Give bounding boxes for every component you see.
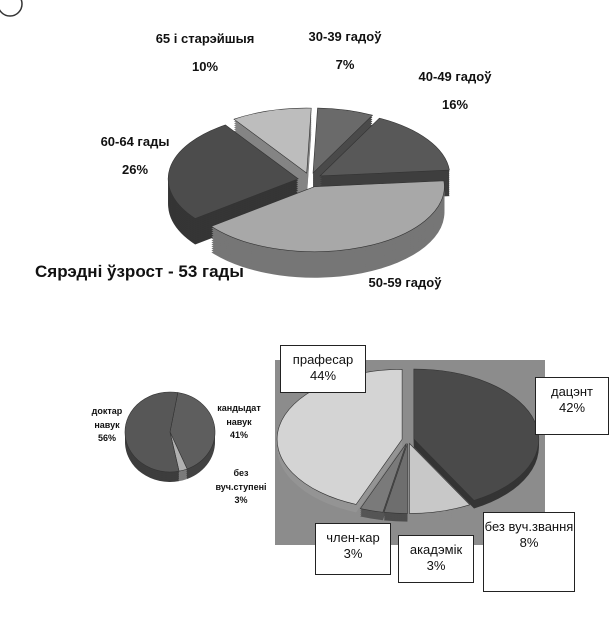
slice-label: 40-49 гадоў 16% <box>405 68 505 113</box>
slice-category: кандыдат навук <box>217 403 261 427</box>
slice-value: 42% <box>558 399 586 415</box>
slice-label: 65 і старэйшыя 10% <box>130 30 280 75</box>
slice-category: дацэнт <box>550 384 594 399</box>
pie-slice <box>312 107 374 174</box>
label-box: прафесар 44% <box>280 345 366 393</box>
label-box: дацэнт 42% <box>535 377 609 435</box>
pie-slice <box>383 443 408 514</box>
slice-label: кандыдат навук 41% <box>210 402 268 443</box>
pie-slice <box>124 391 180 473</box>
slice-category: 50-59 гадоў <box>368 275 442 290</box>
slice-label: 50-59 гадоў <box>355 274 455 292</box>
slice-category: 60-64 гады <box>100 134 170 149</box>
pie-slice <box>167 124 299 219</box>
slice-value: 3% <box>234 495 248 505</box>
slice-label: без вуч.ступені 3% <box>212 467 270 508</box>
slice-category: прафесар <box>292 352 354 367</box>
pie-slice <box>169 392 216 470</box>
slice-value: 7% <box>335 56 355 72</box>
pie-slice <box>413 368 540 501</box>
slice-category: 40-49 гадоў <box>418 69 492 84</box>
slice-value: 26% <box>121 161 149 177</box>
pie-slice <box>409 442 471 514</box>
slice-value: 8% <box>519 534 539 550</box>
label-box: без вуч.звання 8% <box>483 512 575 592</box>
slice-value: 3% <box>343 545 363 561</box>
slice-value: 10% <box>191 58 219 74</box>
pie-slice <box>210 180 445 252</box>
label-box: член-кар 3% <box>315 523 391 575</box>
slice-value: 44% <box>309 367 337 383</box>
slice-label: 30-39 гадоў 7% <box>300 28 390 73</box>
slice-label: доктар навук 56% <box>82 405 132 446</box>
slice-category: 30-39 гадоў <box>308 29 382 44</box>
slice-category: без вуч.звання <box>484 519 574 534</box>
slice-category: член-кар <box>326 530 380 545</box>
slice-category: без вуч.ступені <box>215 468 267 492</box>
slice-label: 60-64 гады 26% <box>85 133 185 178</box>
pie-slice <box>359 443 407 513</box>
annotation: Сярэдні ўзрост - 53 гады <box>35 262 244 281</box>
slice-value: 16% <box>441 96 469 112</box>
slice-category: 65 і старэйшыя <box>155 31 255 46</box>
pie-slice <box>233 107 312 174</box>
slice-category: доктар навук <box>91 406 123 430</box>
label-box: акадэмік 3% <box>398 535 474 583</box>
slice-value: 56% <box>97 433 116 443</box>
slice-value: 41% <box>229 430 248 440</box>
section-marker <box>0 0 23 17</box>
slice-category: акадэмік <box>409 542 463 557</box>
pie-slice <box>319 117 450 177</box>
slice-value: 3% <box>426 557 446 573</box>
